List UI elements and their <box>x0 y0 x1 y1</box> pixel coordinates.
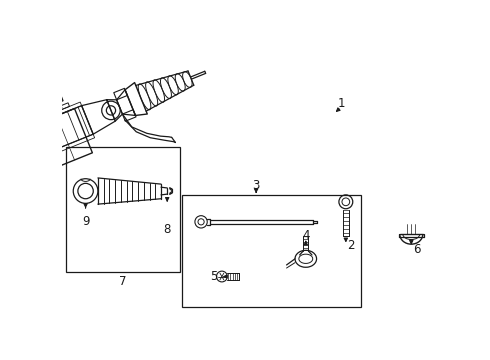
Text: 3: 3 <box>252 179 260 192</box>
Text: 5: 5 <box>211 270 218 283</box>
Text: 8: 8 <box>164 223 171 236</box>
Text: 2: 2 <box>347 239 355 252</box>
Text: 6: 6 <box>413 243 420 256</box>
Bar <box>66 147 179 272</box>
Text: 4: 4 <box>302 229 310 242</box>
Text: 1: 1 <box>338 97 345 110</box>
Text: 7: 7 <box>119 275 126 288</box>
Text: 9: 9 <box>82 215 89 228</box>
Bar <box>182 195 361 306</box>
